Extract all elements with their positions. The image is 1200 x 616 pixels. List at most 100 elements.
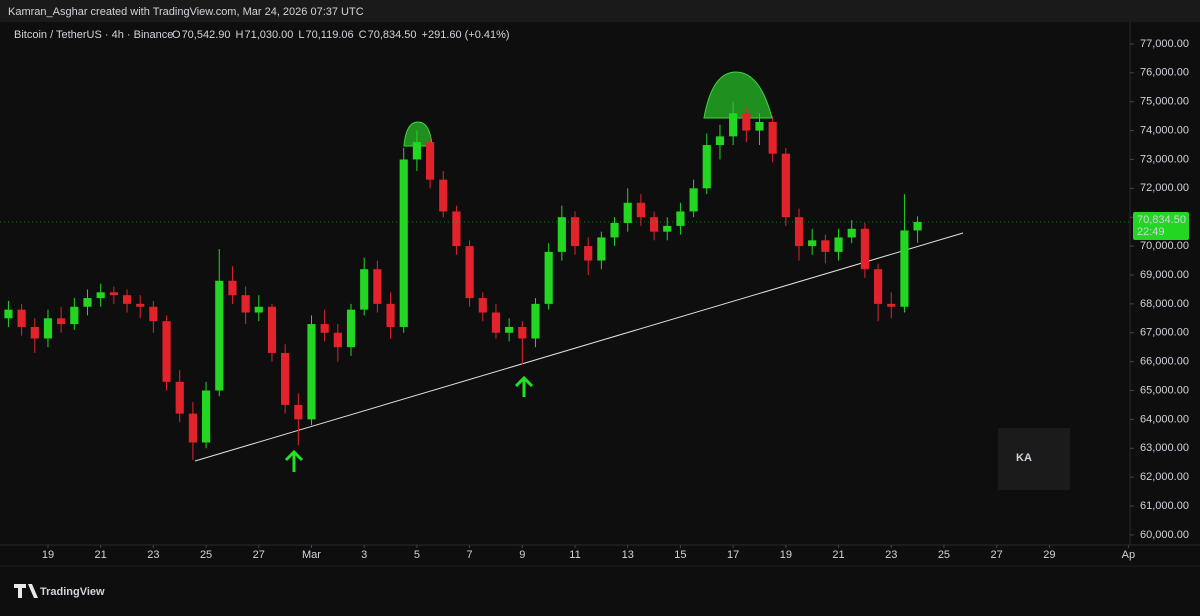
candle-body [43,318,53,339]
top-marker [703,71,773,119]
candle-body [175,381,184,414]
x-tick-label: 13 [622,549,634,561]
candle-body [808,240,817,247]
x-tick-label: 3 [361,549,367,561]
y-tick-label: 60,000.00 [1140,529,1189,541]
candle-body [702,145,711,189]
x-tick-label: 29 [1043,549,1055,561]
candle-body [887,303,896,307]
candle-body [478,298,487,313]
candle-body [465,246,474,299]
candle-body [360,269,369,310]
candle-body [96,292,105,299]
y-tick-label: 68,000.00 [1140,298,1189,310]
candle-body [781,153,790,218]
candle-body [70,306,79,325]
last-price-box [1133,212,1189,241]
candle-body [4,309,13,319]
candle-body [83,298,92,307]
candle-body [215,280,224,391]
candle-body [281,352,290,405]
y-tick-label: 62,000.00 [1140,471,1189,483]
candle-body [913,222,922,231]
ohlc-legend: O 70,542.90 H 71,030.00 L 70,119.06 C 70,834.50… [172,29,510,41]
x-tick-label: 19 [42,549,54,561]
x-tick-label: 15 [674,549,686,561]
candle-body [386,303,395,327]
y-tick-label: 73,000.00 [1140,153,1189,165]
legend-key: H [236,29,244,41]
candle-body [491,312,501,333]
candle-body [373,269,382,304]
candle-body [636,202,645,218]
candle-body [821,240,830,252]
x-tick-label: 25 [938,549,950,561]
y-tick-label: 66,000.00 [1140,356,1189,368]
y-tick-label: 63,000.00 [1140,442,1189,454]
candle-body [649,217,659,232]
candle-body [188,413,197,443]
y-tick-label: 70,000.00 [1140,240,1189,252]
candle-body [307,324,316,420]
candle-body [57,318,66,325]
legend-value: 70,834.50 [368,29,417,41]
candle-body [676,211,685,226]
candle-body [768,121,777,154]
candle-body [742,113,751,131]
candle-body [412,142,421,160]
candle-body [201,390,211,443]
watermark: KA [1016,452,1032,464]
candle-body [30,326,39,339]
candle-body [715,136,725,146]
y-tick-label: 74,000.00 [1140,124,1189,136]
arrow-up [284,449,304,472]
candle-body [900,230,909,307]
x-tick-label: 5 [414,549,420,561]
watermark-box [998,428,1070,490]
arrow-up [514,375,534,397]
y-tick-label: 64,000.00 [1140,413,1189,425]
candle-body [320,324,329,333]
candle-body [794,217,804,247]
candle-body [122,295,132,304]
candle-body [518,326,527,339]
x-tick-label: 11 [569,549,580,561]
x-tick-label: 9 [519,549,525,561]
x-tick-label: 23 [147,549,159,561]
candle-body [267,306,277,353]
legend-value: 71,030.00 [244,29,293,41]
x-tick-label: 21 [95,549,107,561]
candle-body [149,306,158,322]
candle-body [346,309,356,348]
legend-value: 70,542.90 [182,29,231,41]
y-tick-label: 67,000.00 [1140,327,1189,339]
candle-body [623,202,632,223]
candle-body [162,321,171,382]
candle-body [333,332,342,348]
candle-body [425,142,435,180]
x-tick-label: 27 [991,549,1003,561]
header-bar [0,0,1200,22]
candle-body [505,326,514,333]
candle-body [860,228,869,270]
legend-key: L [298,29,304,41]
change-label: +291.60 (+0.41%) [422,29,510,41]
y-tick-label: 69,000.00 [1140,269,1189,281]
x-tick-label: 27 [253,549,265,561]
candle-body [834,237,843,252]
x-tick-label: 23 [885,549,897,561]
x-tick-label: 25 [200,549,212,561]
candle-body [399,159,408,327]
candle-body [439,179,448,212]
candle-body [294,404,303,420]
y-tick-label: 76,000.00 [1140,67,1189,79]
footer-logo-icon [14,584,38,598]
candle-body [544,251,553,304]
candle-body [663,225,672,232]
candle-body [584,246,593,261]
last-price-label: 70,834.50 [1137,214,1186,226]
candle-body [610,222,619,238]
